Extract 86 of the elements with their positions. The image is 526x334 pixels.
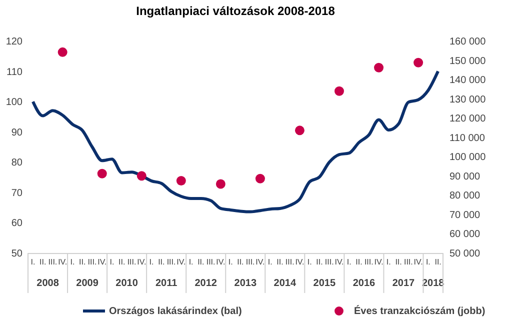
y2-tick-label: 70 000 [450,210,481,221]
text: 2009 [76,278,99,289]
x-tick-label: II. [79,258,86,266]
x-tick-label: II. [118,258,126,266]
text: 2010 [116,278,138,289]
y2-tick-label: 60 000 [450,229,481,240]
text: 2008 [36,278,60,289]
y-tick-label: 70 [11,188,23,199]
legend-label: Országos lakásárindex (bal) [109,306,242,317]
y2-tick-label: 130 000 [450,94,486,106]
text: 2013 [234,278,257,289]
x-tick-label: II. [276,258,284,266]
x-tick-label: I. [346,258,352,266]
y-tick-label: 110 [6,66,23,78]
x-tick-label: I. [110,258,114,266]
x-tick-label: III. [206,258,216,266]
x-tick-label: II. [434,258,442,266]
x-tick-label: III. [127,258,136,266]
x-tick-label: IV. [295,258,304,266]
x-tick-label: I. [426,258,430,266]
y-tick-label: 90 [11,127,23,138]
y2-tick-label: 150 000 [450,56,486,67]
x-tick-label: II. [198,258,204,266]
y2-tick-label: 120 000 [450,114,486,125]
point [294,126,304,136]
x-tick-label: III. [246,258,255,266]
point [255,174,265,184]
x-tick-label: I. [386,258,391,266]
x-tick-label: III. [364,258,374,266]
text: 2014 [274,278,296,289]
x-tick-label: IV. [334,258,344,266]
x-tick-label: III. [88,258,97,266]
x-tick-label: II. [356,258,362,266]
x-tick-label: I. [307,258,312,266]
point [176,176,186,186]
x-tick-label: I. [30,258,36,266]
x-tick-label: III. [285,258,294,266]
y-tick-label: 120 [6,36,23,48]
y-tick-label: 100 [6,97,23,108]
point [414,58,424,68]
point [136,171,146,181]
line-series [31,70,440,214]
x-tick-label: IV. [137,258,146,266]
x-tick-label: I. [70,258,75,266]
y2-tick-label: 100 000 [450,152,486,164]
legend-label: Éves tranzakciószám (jobb) [354,305,486,317]
chart-title: Ingatlanpiaci változások 2008-2018 [136,4,336,18]
x-tick-label: IV. [374,258,384,266]
point [374,62,384,72]
text: 2015 [313,278,336,289]
point [97,168,107,178]
y-tick-label: 60 [11,218,23,230]
x-tick-label: III. [166,258,176,266]
x-tick-label: III. [324,258,334,266]
point [216,179,226,189]
x-tick-label: IV. [58,258,68,266]
text: 2016 [352,278,376,289]
text: 2011 [155,278,178,289]
x-tick-label: I. [188,258,194,266]
x-tick-label: II. [395,258,402,266]
y2-tick-label: 90 000 [450,171,481,182]
x-tick-label: I. [228,258,233,266]
x-tick-label: II. [39,258,46,266]
text: 2012 [194,278,218,289]
y2-tick-label: 80 000 [450,190,481,202]
x-tick-label: II. [158,258,165,266]
x-tick-label: IV. [98,258,107,266]
text: 2017 [392,278,416,289]
point [334,86,344,96]
point [58,47,68,57]
y2-tick-label: 140 000 [450,75,486,86]
y-tick-label: 50 [11,248,23,260]
x-tick-label: III. [48,258,58,266]
x-tick-label: II. [316,258,323,266]
y2-tick-label: 50 000 [450,248,481,260]
x-tick-label: I. [149,258,154,266]
y2-tick-label: 160 000 [450,36,486,48]
x-tick-label: I. [268,258,272,266]
x-tick-label: III. [404,258,413,266]
x-tick-label: IV. [176,258,186,266]
x-tick-label: II. [237,258,244,266]
x-tick-label: IV. [414,258,423,266]
y2-tick-label: 110 000 [450,132,486,144]
x-tick-label: IV. [216,258,226,266]
y-tick-label: 80 [11,158,23,169]
x-tick-label: IV. [256,258,265,266]
